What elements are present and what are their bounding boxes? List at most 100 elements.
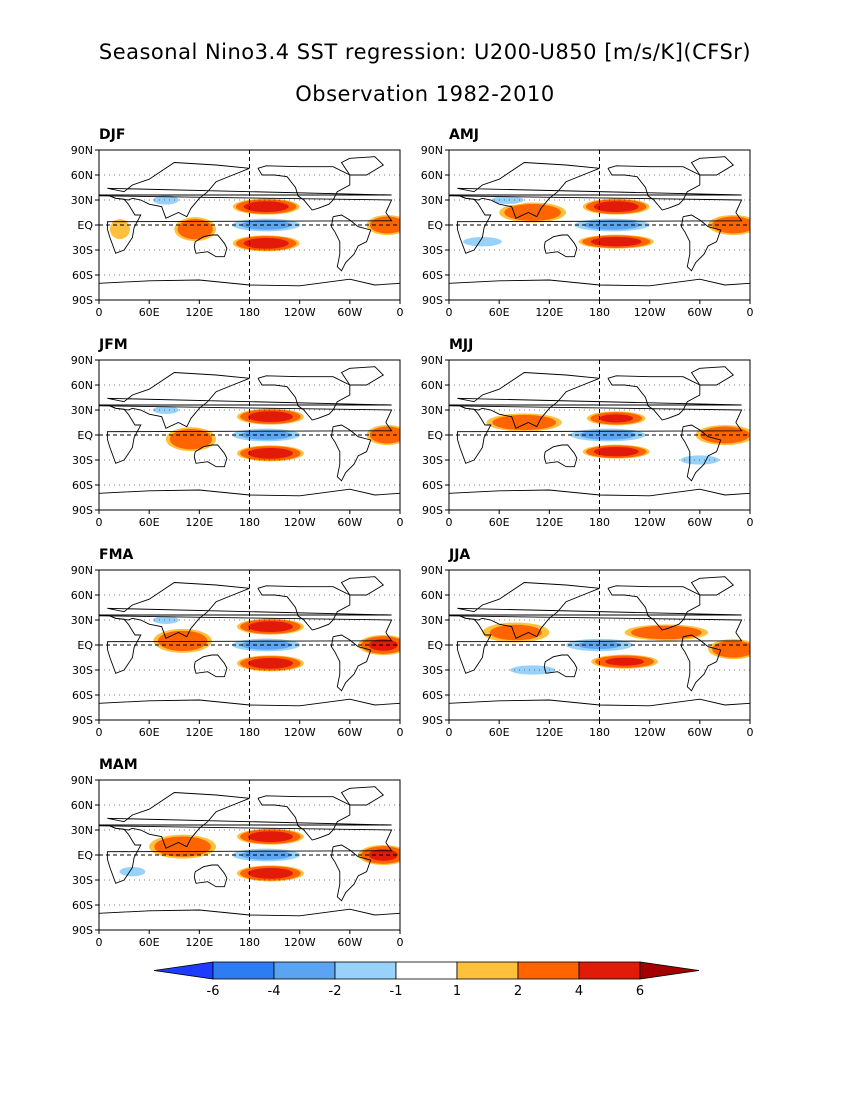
anomaly-contour: [712, 640, 750, 658]
colorbar-tick-label: 6: [636, 984, 644, 999]
coastline: [607, 585, 701, 631]
anomaly-contour: [240, 850, 292, 860]
lat-tick-label: 60N: [421, 169, 443, 182]
lon-tick-label: 60E: [489, 306, 510, 319]
coastline: [449, 614, 743, 674]
panel-season-label: AMJ: [449, 127, 479, 143]
anomaly-contour: [631, 625, 702, 640]
lon-tick-label: 180: [239, 306, 260, 319]
lon-tick-label: 0: [397, 516, 404, 529]
anomaly-contour: [593, 446, 639, 457]
coastline: [449, 582, 742, 639]
anomaly-contour: [579, 430, 637, 440]
anomaly-contour: [492, 414, 557, 431]
panel-season-label: FMA: [99, 547, 134, 563]
lon-tick-label: 120W: [284, 936, 316, 949]
lon-tick-label: 120W: [634, 306, 666, 319]
lon-tick-label: 0: [446, 516, 453, 529]
colorbar-tick-label: -6: [207, 984, 220, 999]
anomaly-contour: [489, 624, 542, 641]
colorbar-swatch: [334, 961, 397, 980]
coastline: [99, 162, 392, 219]
coastline: [99, 824, 393, 884]
lon-tick-label: 60E: [139, 936, 160, 949]
lat-tick-label: 60S: [72, 689, 93, 702]
anomaly-contour: [240, 430, 292, 440]
colorbar-swatch: [578, 961, 641, 980]
coastline: [449, 278, 750, 287]
panel-season-label: MAM: [99, 757, 138, 773]
lat-tick-label: 30N: [71, 404, 93, 417]
anomaly-contour: [247, 657, 293, 669]
coastline: [690, 576, 735, 596]
colorbar-swatch: [517, 961, 580, 980]
coastline: [449, 488, 750, 497]
lat-tick-label: 90S: [72, 714, 93, 727]
anomaly-contour: [504, 204, 561, 221]
lon-tick-label: 60W: [337, 726, 362, 739]
coastline: [449, 372, 742, 429]
anomaly-contour: [177, 219, 213, 240]
anomaly-contour: [247, 447, 293, 459]
lat-tick-label: 30S: [422, 454, 443, 467]
lat-tick-label: 90S: [72, 294, 93, 307]
coastline: [330, 214, 372, 272]
lon-tick-label: 180: [239, 726, 260, 739]
coastline: [193, 864, 228, 888]
anomaly-contour: [169, 429, 213, 450]
lon-tick-label: 0: [96, 936, 103, 949]
coastline: [449, 698, 750, 707]
lat-tick-label: 90N: [421, 564, 443, 577]
colorbar-tick-label: -1: [390, 984, 403, 999]
anomaly-contour: [593, 201, 639, 213]
coastline: [340, 576, 385, 596]
coastline: [690, 156, 735, 176]
coastline: [340, 786, 385, 806]
figure-title: Seasonal Nino3.4 SST regression: U200-U8…: [98, 40, 752, 64]
lon-tick-label: 0: [96, 516, 103, 529]
colorbar-high-extend: [639, 961, 700, 980]
lat-tick-label: 90N: [421, 354, 443, 367]
lat-tick-label: EQ: [77, 639, 93, 652]
panel-season-label: DJF: [99, 127, 126, 143]
lon-tick-label: 60E: [139, 306, 160, 319]
lon-tick-label: 120W: [284, 516, 316, 529]
coastline: [543, 654, 578, 678]
lat-tick-label: 30N: [421, 404, 443, 417]
coastline: [99, 372, 392, 429]
coastline: [543, 234, 578, 258]
colorbar-tick-label: 2: [514, 984, 522, 999]
lon-tick-label: 0: [397, 936, 404, 949]
anomaly-contour: [119, 867, 146, 877]
lon-tick-label: 0: [96, 306, 103, 319]
anomaly-contour: [109, 219, 130, 240]
lat-tick-label: 90N: [421, 144, 443, 157]
lon-tick-label: 60W: [687, 516, 712, 529]
lon-tick-label: 60W: [687, 726, 712, 739]
lon-tick-label: 180: [589, 726, 610, 739]
lat-tick-label: 30S: [422, 664, 443, 677]
colorbar-tick-label: -4: [268, 984, 281, 999]
coastline: [257, 165, 351, 211]
coastline: [449, 194, 743, 254]
lon-tick-label: 60E: [139, 516, 160, 529]
lat-tick-label: 30N: [421, 614, 443, 627]
lon-tick-label: 120W: [284, 726, 316, 739]
colorbar-tick-label: -2: [329, 984, 342, 999]
lon-tick-label: 60W: [337, 936, 362, 949]
colorbar-swatch: [395, 961, 458, 980]
lon-tick-label: 180: [239, 936, 260, 949]
lat-tick-label: 30S: [72, 454, 93, 467]
coastline: [99, 698, 400, 707]
coastline: [449, 162, 742, 219]
coastline: [543, 444, 578, 468]
coastline: [99, 792, 392, 849]
lon-tick-label: 120E: [185, 306, 213, 319]
lat-tick-label: 60S: [72, 269, 93, 282]
coastline: [607, 165, 701, 211]
lon-tick-label: 0: [747, 726, 754, 739]
coastline: [449, 404, 743, 464]
panel-season-label: MJJ: [449, 337, 474, 353]
